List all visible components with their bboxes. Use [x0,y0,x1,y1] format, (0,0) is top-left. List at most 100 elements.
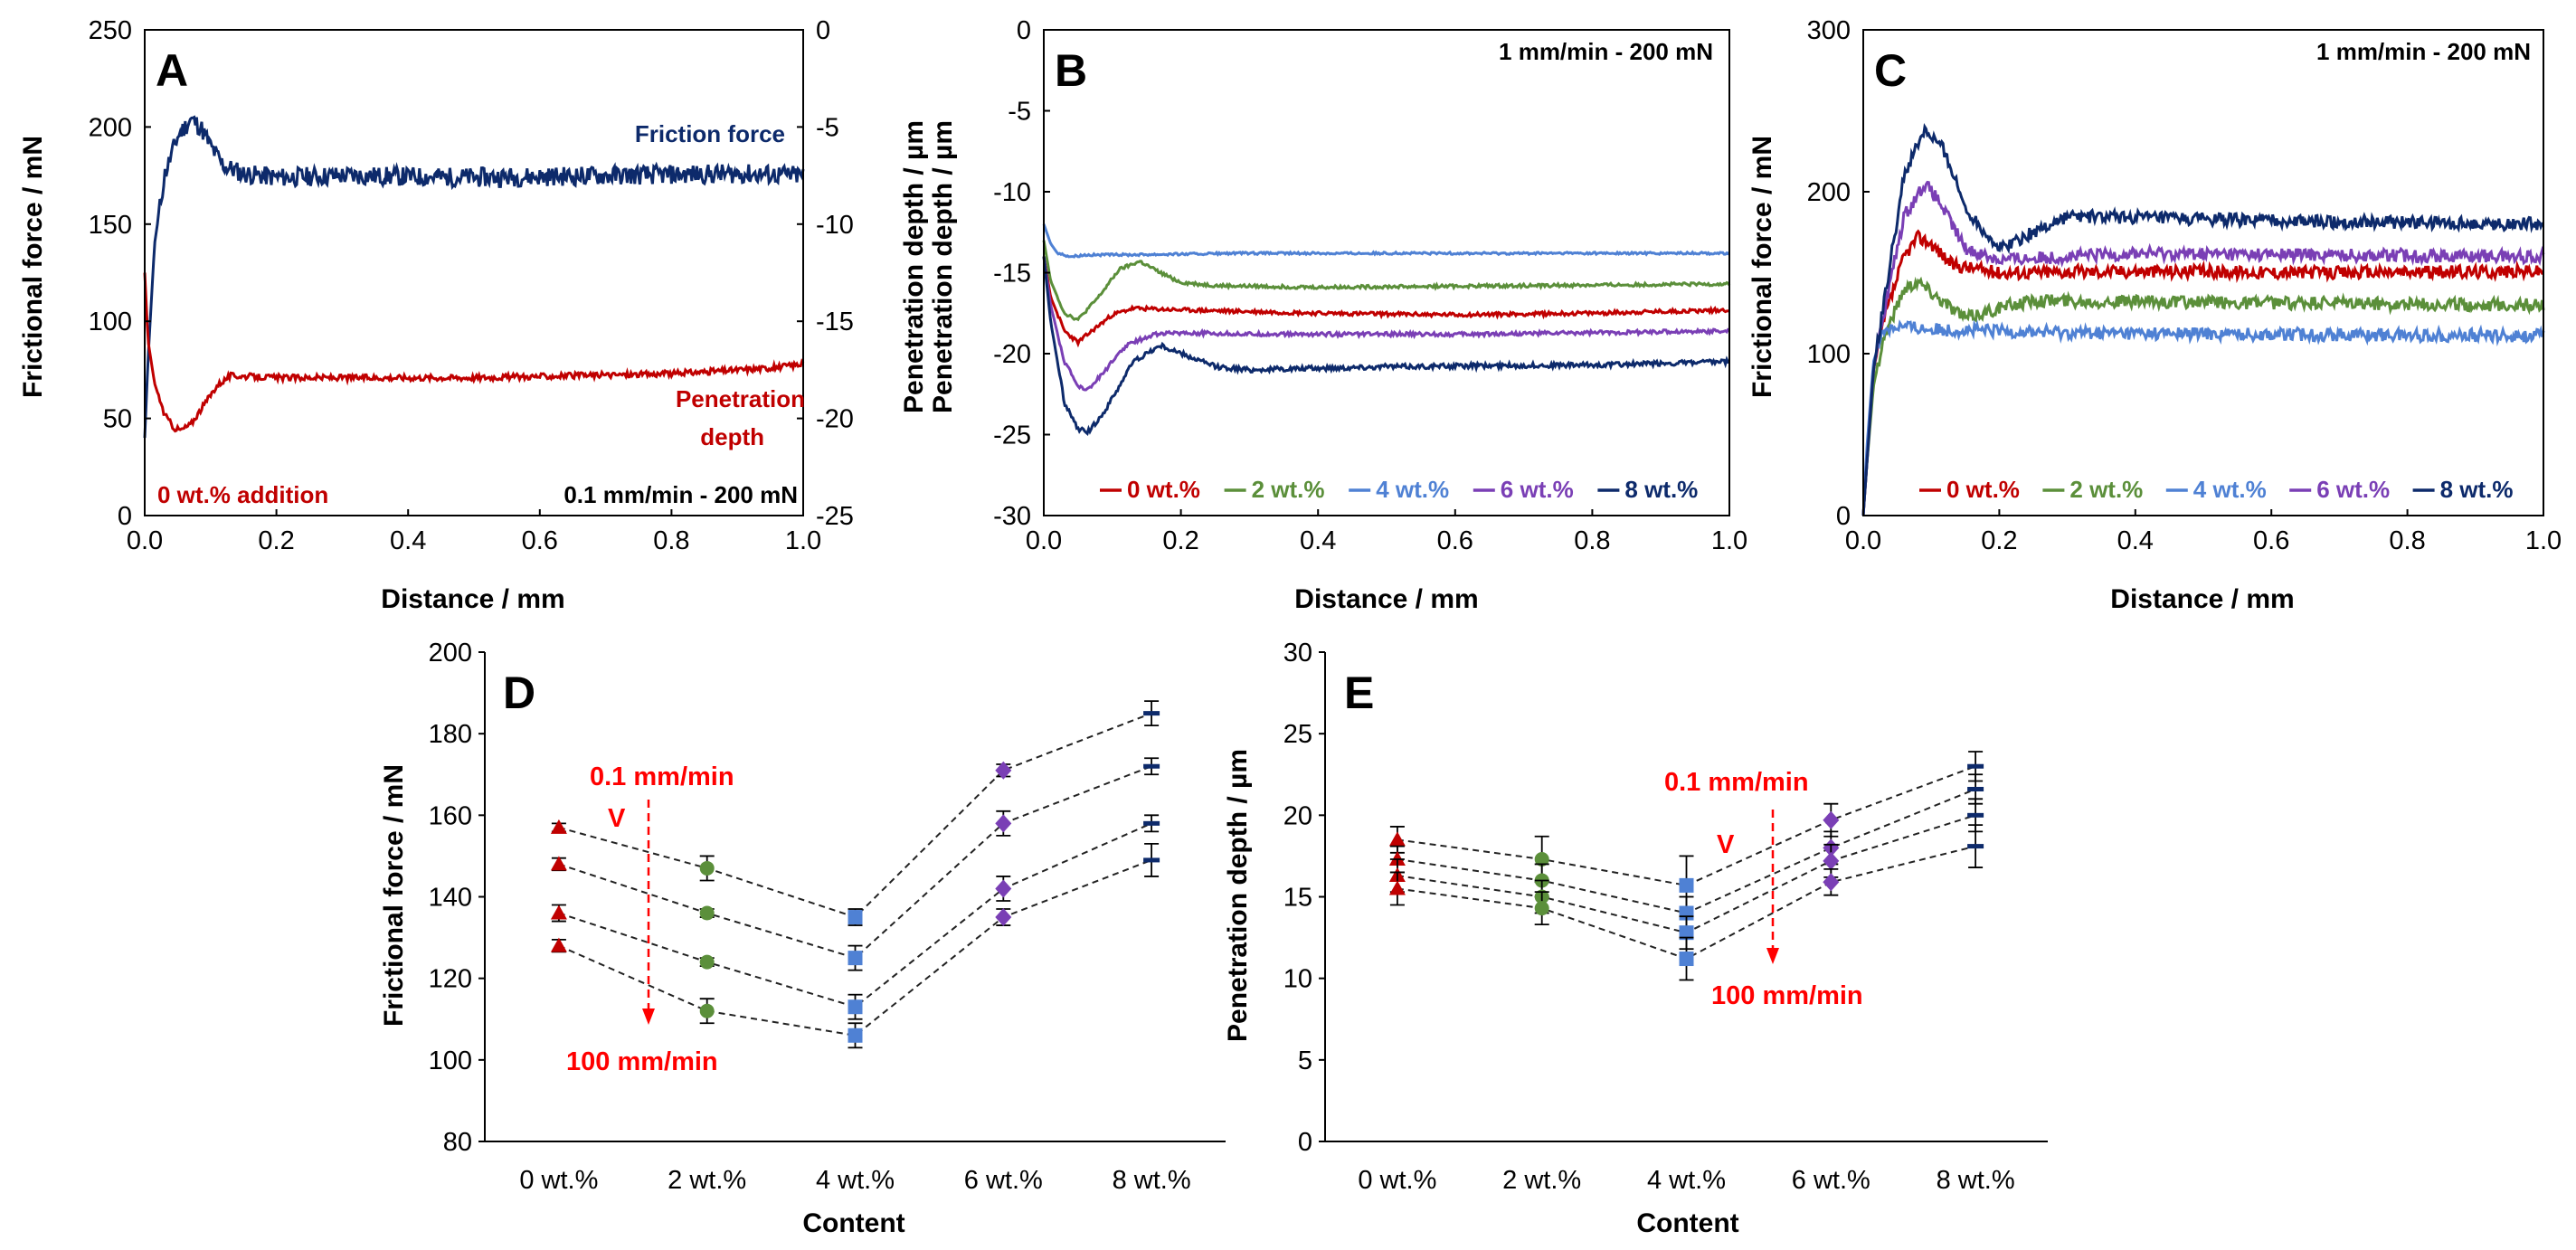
y2-tick-label: -10 [816,211,854,240]
legend-label: 6 wt.% [1501,476,1574,503]
x-tick-label: 8 wt.% [1113,1166,1191,1195]
series-layer [550,700,1160,1049]
y-tick-label: 100 [429,1046,472,1075]
legend-label: 4 wt.% [1376,476,1449,503]
y2-axis-label: Penetration depth / µm [899,120,929,413]
x-tick-label: 0.0 [127,526,163,555]
data-point [1823,851,1840,870]
y-tick-label: 200 [429,639,472,668]
y-axis-label: Frictional force / mN [379,764,409,1027]
series-line-2-wt- [1861,276,2545,516]
panel-label: A [156,45,188,96]
tick-layer: 0.0 0.2 0.4 0.6 0.8 1.0 -30 -25 -20 -15 -10 -5 0 [993,16,1747,555]
legend-label: 2 wt.% [2069,476,2143,503]
tick-layer: 80 100 120 140 160 180 200 0 wt.% 2 wt.% 4 wt.% 6 … [429,639,1226,1195]
y-tick-label: 150 [89,211,132,240]
data-point [1679,952,1694,967]
data-point [1679,877,1694,893]
x-tick-label: 2 wt.% [668,1166,746,1195]
x-tick-label: 1.0 [2525,526,2562,555]
legend-label: 6 wt.% [2316,476,2390,503]
panel-label: D [503,668,535,718]
y-tick-label: -20 [993,340,1031,369]
legend-label: 8 wt.% [1624,476,1698,503]
x-tick-label: 0.8 [1574,526,1610,555]
x-tick-label: 0.2 [1981,526,2017,555]
y-tick-label: 0 [1017,16,1031,45]
y-axis-label: Frictional force / mN [18,136,48,398]
y-tick-label: 20 [1283,801,1312,830]
y-tick-label: 200 [1807,178,1851,207]
speed-annotation-v: V [608,804,626,833]
x-tick-label: 8 wt.% [1937,1166,2015,1195]
series-line-4-wt- [1861,319,2545,516]
y-tick-label: -30 [993,502,1031,531]
speed-annotation-top: 0.1 mm/min [590,762,734,791]
data-point [1967,763,1984,769]
y-tick-label: -10 [993,178,1031,207]
y-axis-label: Penetration depth / µm [1223,749,1253,1042]
x-tick-label: 0.8 [653,526,689,555]
y2-tick-label: -20 [816,405,854,434]
data-point [1143,711,1160,716]
content-annotation: 0 wt.% addition [157,481,328,508]
y2-tick-label: 0 [816,16,830,45]
panel-a: 0.0 0.2 0.4 0.6 0.8 1.0 0 50 100 150 200 250 -25 -20 -… [18,16,929,614]
x-axis-label: Distance / mm [2110,584,2294,614]
data-point [1967,844,1984,849]
condition-annotation: 1 mm/min - 200 mN [1499,38,1713,65]
x-tick-label: 0.6 [1437,526,1473,555]
y2-tick-label: -15 [816,308,854,336]
data-point [1143,763,1160,769]
condition-annotation: 0.1 mm/min - 200 mN [564,481,798,508]
x-tick-label: 0.4 [1300,526,1336,555]
y2-tick-label: -5 [816,113,839,142]
y-axis-label: Penetration depth / µm [928,120,958,413]
series-line-2-wt- [1042,240,1731,322]
data-point [1388,851,1406,866]
series-line-0-1-mm-min [1397,765,1976,886]
data-point [995,879,1012,898]
y-tick-label: 200 [89,113,132,142]
panel-b: 0.0 0.2 0.4 0.6 0.8 1.0 -30 -25 -20 -15 -10 -5 0 B D… [928,16,1747,614]
data-point [699,905,715,921]
data-point [1534,901,1549,916]
panel-d: 80 100 120 140 160 180 200 0 wt.% 2 wt.% 4 wt.% 6 … [379,639,1226,1238]
x-axis-label: Content [802,1208,904,1238]
y-tick-label: 0 [1298,1128,1312,1157]
x-axis-label: Content [1636,1208,1738,1238]
data-point [995,814,1012,833]
y-tick-label: 0 [1836,502,1851,531]
data-point [995,908,1012,927]
y-tick-label: 100 [89,308,132,336]
y-tick-label: 300 [1807,16,1851,45]
y-tick-label: 140 [429,884,472,913]
y-tick-label: 100 [1807,340,1851,369]
x-tick-label: 4 wt.% [816,1166,895,1195]
panel-label: B [1055,45,1087,96]
x-tick-label: 6 wt.% [1792,1166,1870,1195]
legend-label: 0 wt.% [1946,476,2020,503]
data-point [550,819,567,834]
x-tick-label: 0.4 [390,526,426,555]
data-point [1534,852,1549,867]
series-line-4-wt- [1042,223,1731,259]
series-layer [1861,122,2545,516]
legend-label: 0 wt.% [1127,476,1200,503]
series-line-100-mm-min [558,858,1152,1037]
data-point [1679,925,1694,941]
speed-annotation-v: V [1717,830,1735,859]
series-layer [1042,223,1731,436]
y-axis-label: Frictional force / mN [1747,136,1777,398]
x-tick-label: 0.0 [1026,526,1062,555]
tick-layer: 0.0 0.2 0.4 0.6 0.8 1.0 0 100 200 300 [1807,16,2562,555]
speed-arrow-head [642,1009,655,1025]
y-tick-label: -15 [993,260,1031,289]
y-tick-label: 5 [1298,1046,1312,1075]
tick-layer: 0.0 0.2 0.4 0.6 0.8 1.0 0 50 100 150 200 250 -25 -20 -… [89,16,854,555]
y-tick-label: 15 [1283,884,1312,913]
data-point [699,1003,715,1018]
x-tick-label: 4 wt.% [1647,1166,1726,1195]
penetration-label-line2: depth [700,423,764,450]
